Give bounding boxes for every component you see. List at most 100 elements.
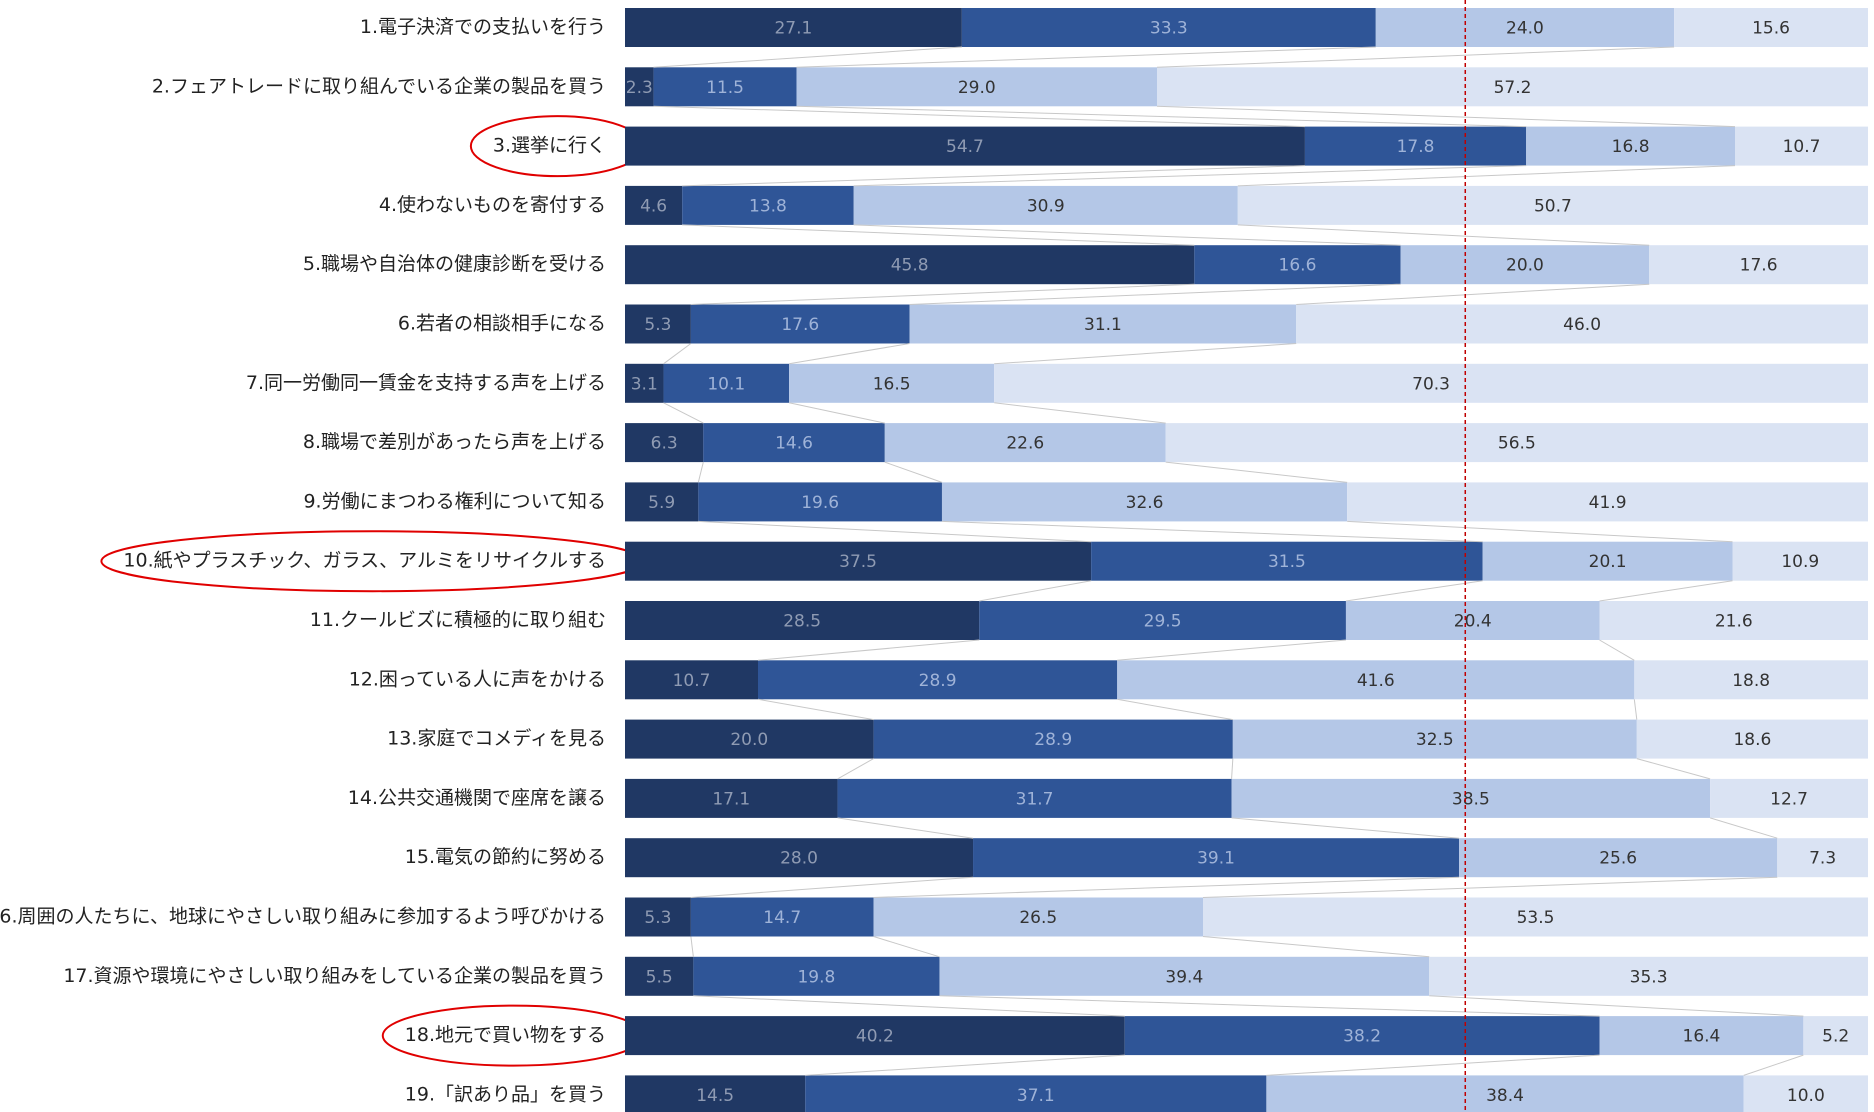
connector-line bbox=[1709, 817, 1778, 839]
connector-line bbox=[1117, 698, 1233, 721]
data-label: 18.8 bbox=[1732, 671, 1770, 691]
data-label: 31.7 bbox=[1016, 789, 1054, 809]
connector-line bbox=[788, 402, 885, 424]
category-label: 6.若者の相談相手になる bbox=[398, 313, 606, 335]
bar-segment bbox=[690, 304, 910, 344]
category-label: 12.困っている人に声をかける bbox=[349, 668, 606, 690]
bar-segment bbox=[1674, 8, 1868, 47]
bar-segment bbox=[625, 778, 838, 818]
connector-line bbox=[1231, 758, 1234, 779]
connector-line bbox=[663, 343, 692, 365]
connector-line bbox=[994, 343, 1297, 365]
category-label: 5.職場や自治体の健康診断を受ける bbox=[303, 253, 606, 275]
bar-segment bbox=[973, 838, 1460, 878]
connector-line bbox=[1156, 105, 1736, 128]
data-label: 38.4 bbox=[1486, 1086, 1524, 1106]
data-label: 16.4 bbox=[1683, 1027, 1721, 1047]
data-label: 33.3 bbox=[1150, 19, 1188, 39]
connector-line bbox=[909, 283, 1401, 305]
bar-segment bbox=[884, 423, 1166, 463]
category-label: 18.地元で買い物をする bbox=[405, 1024, 606, 1046]
connector-line bbox=[1633, 699, 1638, 720]
category-label: 4.使わないものを寄付する bbox=[379, 194, 606, 216]
data-label: 35.3 bbox=[1630, 967, 1668, 987]
data-label: 5.5 bbox=[646, 967, 673, 987]
category-label: 8.職場で差別があったら声を上げる bbox=[303, 431, 606, 453]
data-label: 24.0 bbox=[1506, 19, 1544, 39]
bar-segment bbox=[909, 304, 1297, 344]
data-label: 29.0 bbox=[958, 78, 996, 98]
connector-line bbox=[796, 105, 1527, 128]
bar-segment bbox=[625, 1075, 806, 1112]
data-label: 41.9 bbox=[1589, 493, 1627, 513]
data-label: 22.6 bbox=[1006, 434, 1044, 454]
data-label: 6.3 bbox=[651, 434, 678, 454]
data-label: 2.3 bbox=[626, 78, 653, 98]
bar-segment bbox=[1599, 601, 1868, 640]
data-label: 38.5 bbox=[1452, 789, 1490, 809]
connector-line bbox=[788, 343, 910, 365]
bar-segment bbox=[1345, 601, 1600, 640]
category-label: 11.クールビズに積極的に取り組む bbox=[310, 609, 606, 631]
bar-segment bbox=[1375, 8, 1675, 47]
bar-segment bbox=[1459, 838, 1778, 878]
connector-line bbox=[1266, 1054, 1600, 1076]
bar-segment bbox=[1347, 482, 1868, 522]
bar-segment bbox=[625, 185, 683, 225]
category-label: 17.資源や環境にやさしい取り組みをしている企業の製品を買う bbox=[63, 965, 606, 987]
connector-line bbox=[757, 639, 980, 661]
connector-line bbox=[663, 402, 704, 424]
data-label: 37.1 bbox=[1017, 1086, 1055, 1106]
connector-line bbox=[1296, 283, 1650, 305]
data-label: 16.8 bbox=[1612, 137, 1650, 157]
connector-line bbox=[805, 1054, 1125, 1076]
bar-segment bbox=[1429, 956, 1868, 996]
bar-segment bbox=[690, 897, 874, 937]
connector-line bbox=[939, 995, 1600, 1017]
connector-line bbox=[884, 461, 943, 483]
bar-segment bbox=[1732, 541, 1868, 581]
data-label: 45.8 bbox=[891, 256, 929, 276]
connector-line bbox=[994, 402, 1166, 424]
bar-segment bbox=[1777, 838, 1868, 878]
bar-segment bbox=[682, 185, 854, 225]
connector-line bbox=[1202, 876, 1778, 898]
bar-segment bbox=[625, 660, 759, 700]
connector-line bbox=[1599, 580, 1733, 602]
bar-segment bbox=[805, 1075, 1267, 1112]
connector-line bbox=[693, 995, 1125, 1017]
category-label: 14.公共交通機関で座席を譲る bbox=[348, 787, 606, 809]
bar-segment bbox=[625, 67, 654, 107]
data-label: 28.5 bbox=[783, 612, 821, 632]
data-label: 27.1 bbox=[774, 19, 812, 39]
data-label: 17.6 bbox=[1740, 256, 1778, 276]
data-label: 25.6 bbox=[1599, 849, 1637, 869]
data-label: 40.2 bbox=[856, 1027, 894, 1047]
bar-segment bbox=[994, 363, 1868, 403]
bar-segment bbox=[625, 482, 699, 522]
connector-line bbox=[979, 580, 1092, 602]
data-label: 13.8 bbox=[749, 196, 787, 216]
bar-segment bbox=[789, 363, 995, 403]
data-label: 10.7 bbox=[673, 671, 711, 691]
connector-line bbox=[697, 461, 704, 483]
bar-segment bbox=[625, 1016, 1125, 1056]
data-label: 31.5 bbox=[1268, 552, 1306, 572]
bar-segment bbox=[1734, 126, 1868, 166]
bar-segment bbox=[625, 719, 874, 759]
connector-line bbox=[1117, 639, 1346, 661]
connector-line bbox=[757, 698, 874, 721]
connector-line bbox=[1165, 461, 1348, 483]
data-label: 5.2 bbox=[1822, 1027, 1849, 1047]
data-label: 70.3 bbox=[1412, 374, 1450, 394]
bar-segment bbox=[837, 778, 1232, 818]
bar-segment bbox=[1124, 1016, 1600, 1056]
connector-line bbox=[690, 283, 1195, 305]
data-label: 53.5 bbox=[1517, 908, 1555, 928]
connector-line bbox=[653, 46, 962, 68]
data-label: 50.7 bbox=[1534, 196, 1572, 216]
connector-line bbox=[1237, 165, 1736, 187]
bar-segment bbox=[939, 956, 1430, 996]
bar-segment bbox=[625, 423, 704, 463]
data-label: 37.5 bbox=[839, 552, 877, 572]
